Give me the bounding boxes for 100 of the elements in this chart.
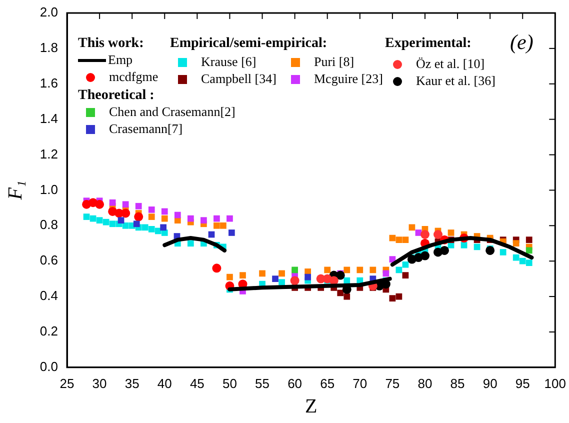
point xyxy=(161,215,168,222)
legend-label: mcdfgme xyxy=(109,69,158,85)
point xyxy=(220,222,226,229)
x-tick-label: 30 xyxy=(92,376,107,391)
x-tick-label: 35 xyxy=(124,376,140,391)
x-axis-title: Z xyxy=(304,395,318,418)
point xyxy=(402,261,409,268)
point xyxy=(278,279,285,286)
point xyxy=(226,274,233,280)
point xyxy=(109,199,116,206)
point xyxy=(324,266,331,274)
point xyxy=(370,266,376,274)
annotation: Experimental: xyxy=(385,36,472,52)
x-tick-label: 85 xyxy=(450,376,465,391)
y-axis-title: F₁ xyxy=(4,180,26,201)
point xyxy=(500,249,506,256)
point xyxy=(420,230,430,239)
point xyxy=(272,276,278,282)
y-tick-label: 0.0 xyxy=(40,358,58,374)
point xyxy=(95,200,104,209)
legend-label: Campbell [34] xyxy=(201,71,276,87)
legend-label: Emp xyxy=(108,52,133,68)
point xyxy=(344,293,350,300)
x-tick-label: 75 xyxy=(385,376,400,391)
point xyxy=(337,290,344,296)
legend-label: Mcguire [23] xyxy=(314,71,383,87)
point xyxy=(519,258,526,264)
point xyxy=(526,247,532,254)
point xyxy=(133,220,140,228)
y-tick-label: 0.6 xyxy=(40,252,58,268)
point xyxy=(304,274,312,280)
point xyxy=(396,236,402,243)
point xyxy=(512,254,520,261)
annotation: (e) xyxy=(510,30,534,55)
point xyxy=(402,272,409,278)
point xyxy=(148,214,155,220)
legend-label: Crasemann[7] xyxy=(109,121,183,137)
legend-label: Öz et al. [10] xyxy=(416,56,485,72)
legend-label: Chen and Crasemann[2] xyxy=(109,104,236,120)
point xyxy=(214,222,220,229)
point xyxy=(187,215,194,222)
point xyxy=(161,208,168,215)
x-tick-label: 90 xyxy=(482,376,498,391)
point xyxy=(460,242,468,248)
point xyxy=(134,212,144,222)
point xyxy=(240,272,246,278)
point xyxy=(226,215,233,222)
point xyxy=(420,251,430,260)
x-tick-label: 45 xyxy=(190,376,204,391)
x-tick-label: 80 xyxy=(418,376,432,391)
point xyxy=(118,217,124,224)
point xyxy=(526,260,532,266)
point xyxy=(402,236,409,243)
legend-label: Kaur et al. [36] xyxy=(416,73,496,89)
x-tick-label: 60 xyxy=(288,376,302,391)
y-tick-label: 0.4 xyxy=(40,288,58,304)
point xyxy=(96,217,103,224)
x-tick-label: 100 xyxy=(544,376,566,391)
y-tick-label: 1.2 xyxy=(40,146,58,162)
point xyxy=(121,208,130,218)
x-tick-label: 65 xyxy=(320,376,335,391)
point xyxy=(440,246,450,255)
point xyxy=(389,295,396,302)
point xyxy=(187,240,194,247)
point xyxy=(109,220,116,228)
point xyxy=(160,224,167,231)
point xyxy=(448,230,454,236)
y-tick-label: 2.0 xyxy=(40,4,58,20)
point xyxy=(214,215,220,222)
point xyxy=(382,270,390,277)
point xyxy=(174,212,181,218)
y-tick-label: 1.6 xyxy=(40,75,58,90)
point xyxy=(356,266,364,274)
annotation: Theoretical : xyxy=(78,88,154,104)
point xyxy=(434,230,442,239)
legend-label: Krause [6] xyxy=(201,54,256,70)
point xyxy=(228,230,235,236)
point xyxy=(122,201,129,208)
legend-label: Puri [8] xyxy=(314,54,354,70)
point xyxy=(212,264,222,273)
point xyxy=(83,214,90,220)
y-tick-label: 1.8 xyxy=(40,40,58,56)
point xyxy=(344,277,350,284)
y-tick-label: 0.8 xyxy=(40,217,58,232)
point xyxy=(142,224,148,231)
point xyxy=(259,270,266,277)
point xyxy=(290,276,300,286)
point xyxy=(102,218,110,226)
y-tick-label: 0.2 xyxy=(40,324,58,339)
point xyxy=(474,244,480,250)
point xyxy=(148,206,155,213)
point xyxy=(526,236,532,243)
annotation: This work: xyxy=(78,36,144,52)
point xyxy=(512,240,520,247)
point xyxy=(408,224,416,231)
point xyxy=(135,202,142,210)
x-tick-label: 50 xyxy=(222,376,237,391)
point xyxy=(200,217,207,224)
point xyxy=(122,222,129,229)
point xyxy=(486,246,495,255)
